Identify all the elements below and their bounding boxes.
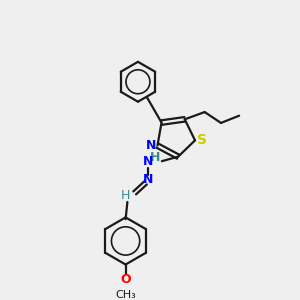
Text: S: S [197,134,207,147]
Text: N: N [143,155,153,168]
Text: H: H [150,151,161,164]
Text: H: H [121,189,130,202]
Text: O: O [120,272,131,286]
Text: CH₃: CH₃ [115,290,136,300]
Text: N: N [143,173,153,186]
Text: N: N [146,139,156,152]
